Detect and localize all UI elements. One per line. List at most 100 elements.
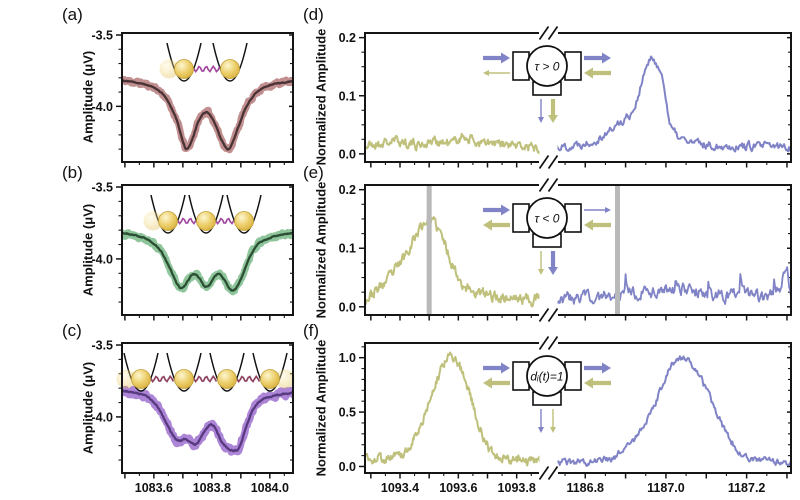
circulator-inset: dᵢ(t)=1 [483, 355, 611, 433]
panel-f: 1093.4 1093.6 1093.8 1186.8 1187.0 1187.2 0.0 0… [339, 336, 792, 495]
axis-break-icon [547, 26, 559, 40]
fit-line [122, 79, 293, 151]
x-tick-label: 1093.4 [381, 481, 419, 495]
panel-a: -3.5 -4.0 [91, 28, 294, 168]
coupling-wave-icon [215, 217, 235, 226]
axis-break-icon [538, 466, 550, 480]
mode-frequency-marker [426, 186, 432, 314]
coupling-wave-icon [193, 374, 218, 384]
axis-break-icon [547, 466, 559, 480]
y-tick-label: 0.0 [339, 300, 356, 314]
traces [122, 76, 293, 154]
coupling-wave-icon [177, 217, 197, 226]
y-tick-label: 0.1 [339, 89, 356, 103]
upper-mode-trace [556, 55, 791, 153]
ion-ghost-icon [143, 211, 163, 231]
panel-frame [364, 184, 792, 316]
panel-label-a: (a) [62, 5, 83, 24]
circulator-inset: τ > 0 [483, 45, 611, 123]
ion-ball-icon [220, 59, 240, 79]
traces [122, 228, 293, 296]
circulator-label: τ > 0 [535, 60, 560, 74]
x-tick-label: 1187.0 [647, 481, 685, 495]
ion-ball-icon [196, 211, 216, 231]
x-tick-label: 1083.6 [135, 481, 173, 495]
axis-break-icon [547, 336, 559, 350]
panel-label-f: (f) [303, 321, 320, 340]
potential-wells-inset [116, 352, 295, 392]
ion-ball-icon [217, 369, 237, 389]
y-tick-label: -4.0 [91, 100, 113, 114]
ion-ghost-icon [275, 369, 295, 389]
traces [365, 214, 791, 308]
y-tick-label: 0.2 [339, 183, 356, 197]
ion-ball-icon [174, 59, 194, 79]
ion-ball-icon [131, 369, 151, 389]
axis-break-icon [538, 26, 550, 40]
ion-ghost-icon [159, 59, 179, 79]
y-tick-label: -4.0 [91, 410, 113, 424]
panel-frame [121, 184, 294, 316]
y-tick-label: -3.5 [91, 339, 113, 353]
data-band [122, 76, 293, 154]
axis-ticks [116, 186, 293, 321]
traces [122, 385, 293, 456]
y-tick-label: 0.0 [339, 460, 356, 474]
x-tick-label: 1186.8 [566, 481, 604, 495]
upper-mode-trace [556, 355, 791, 467]
axis-break-icon [547, 308, 559, 322]
x-tick-label: 1093.8 [498, 481, 536, 495]
axis-break-icon [538, 155, 550, 169]
y-tick-label: 0.5 [339, 406, 356, 420]
axis-ticks [116, 344, 293, 479]
circulator-label: τ < 0 [535, 212, 560, 226]
potential-wells-inset [159, 42, 248, 82]
circulator-inset: τ < 0 [483, 197, 611, 275]
panel-b: -3.5 -4.0 [91, 181, 294, 321]
axis-break-icon [538, 308, 550, 322]
traces [365, 55, 791, 155]
upper-mode-trace [556, 266, 791, 305]
x-tick-label: 1083.8 [193, 481, 231, 495]
x-tick-label: 1084.0 [251, 481, 289, 495]
y-axis-title-e: Normalized Amplitude [313, 181, 329, 319]
y-tick-label: 1.0 [339, 351, 356, 365]
lower-mode-trace [365, 214, 541, 308]
mode-frequency-marker [615, 186, 621, 314]
data-band [122, 385, 293, 456]
y-axis-title-a: Amplitude (μV) [80, 50, 96, 144]
ion-ball-icon [234, 211, 254, 231]
lower-mode-trace [365, 132, 541, 155]
panel-e: 0.0 0.1 0.2 τ < 0 [339, 178, 792, 322]
panel-frame [364, 32, 792, 163]
axis-ticks [116, 34, 293, 168]
ion-ball-icon [158, 211, 178, 231]
panel-c: 1083.6 1083.8 1084.0 -3.5 -4.0 [91, 339, 295, 495]
panel-label-d: (d) [303, 5, 324, 24]
panel-label-c: (c) [62, 321, 82, 340]
y-tick-label: 0.2 [339, 31, 356, 45]
x-tick-label: 1093.6 [439, 481, 477, 495]
y-axis-title-f: Normalized Amplitude [313, 339, 329, 477]
y-tick-label: 0.0 [339, 147, 356, 161]
y-tick-label: -3.5 [91, 181, 113, 195]
axis-break-icon [547, 155, 559, 169]
potential-wells-inset [143, 194, 262, 234]
y-axis-title-c: Amplitude (μV) [80, 361, 96, 455]
panel-d: 0.0 0.1 0.2 τ > 0 [339, 26, 792, 169]
axis-break-icon [538, 178, 550, 192]
coupling-wave-icon [150, 374, 175, 384]
panel-label-e: (e) [303, 163, 324, 182]
ion-ball-icon [174, 369, 194, 389]
panel-frame [121, 342, 294, 474]
axis-break-icon [547, 178, 559, 192]
ion-ball-icon [260, 369, 280, 389]
lower-mode-trace [365, 351, 541, 467]
circulator-label: dᵢ(t)=1 [530, 370, 563, 384]
data-band [122, 228, 293, 296]
y-tick-label: 0.1 [339, 242, 356, 256]
fit-line [122, 231, 293, 292]
axis-break-icon [538, 336, 550, 350]
